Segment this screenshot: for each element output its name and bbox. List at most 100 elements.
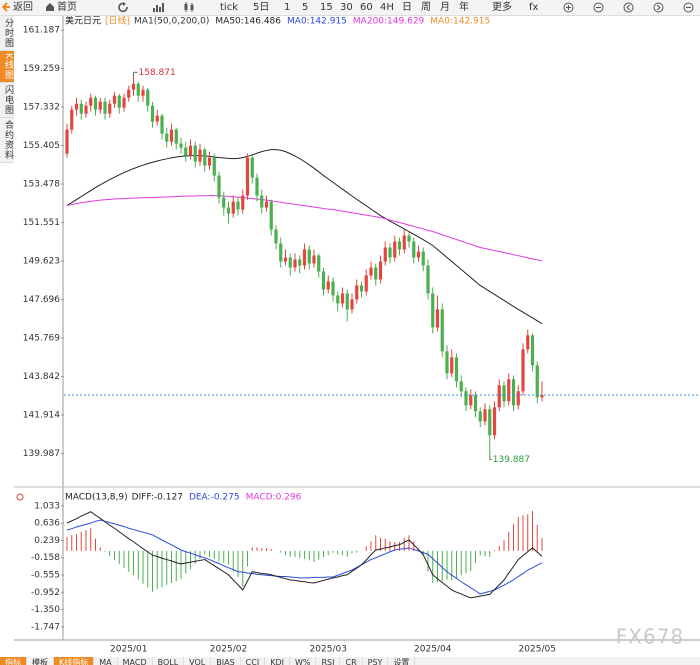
indicator-tab[interactable]: 设置 [388,657,416,665]
indicator-tab[interactable]: KDJ [265,657,290,665]
candle-body [279,243,283,262]
zoom-in-icon[interactable] [563,2,574,13]
indicator-tab[interactable]: MACD [118,657,153,665]
indicator-header: MACD:0.296 [246,493,302,503]
toolbar-button[interactable]: fx [529,2,539,13]
y-tick-label: -0.952 [31,588,60,598]
home-icon[interactable] [45,2,55,12]
bar-chart-icon[interactable] [153,2,165,13]
toolbar-button[interactable]: 30 [340,2,353,13]
y-tick-label: -0.555 [31,571,60,581]
candle-body [70,109,74,130]
candle-body [355,285,359,300]
toolbar-button[interactable]: tick [220,2,238,13]
toolbar-button[interactable]: 1 [284,2,291,13]
candle-body [93,97,98,110]
toolbar-button[interactable]: 周 [421,2,431,13]
diff-line [66,511,543,599]
candle-body [146,89,150,106]
toolbar-button[interactable]: 首页 [57,2,77,13]
indicator-tab[interactable]: RSI [316,657,341,665]
chart-period: [日线] [105,15,130,27]
candle-body [502,385,506,402]
y-tick-label: 139.987 [23,449,60,459]
candle-body [469,395,473,406]
candle-body [89,97,93,106]
candle-body [250,157,254,178]
toolbar-button[interactable]: 月 [440,2,450,13]
candle-body [302,249,307,266]
low-label: 139.887 [493,455,530,465]
toolbar-button[interactable]: 5日 [253,2,270,13]
sidebar-tab[interactable]: 分时图 [0,16,14,51]
candle-body [312,255,316,264]
candle-body [198,149,202,162]
x-tick-label: 2025/02 [210,645,247,655]
toolbar-button[interactable]: 日 [402,2,412,13]
back-icon[interactable] [2,2,11,12]
indicator-settings-icon[interactable] [16,493,24,501]
indicator-tab[interactable]: BOLL [153,657,185,665]
watermark: FX678 [616,625,684,649]
indicator-tab[interactable]: W% [290,657,317,665]
candle-body [421,251,425,266]
zoom-out-icon[interactable] [593,2,604,13]
candle-body [150,105,155,122]
candle-body [459,381,463,392]
toolbar-button[interactable]: 返回 [13,2,33,13]
candle-body [122,97,126,108]
candle-body [117,95,121,108]
toolbar-button[interactable]: 年 [459,2,469,13]
candle-body [383,247,387,262]
candle-body [416,251,421,258]
toolbar-button[interactable]: 5 [302,2,309,13]
indicator-tab[interactable]: CCI [241,657,266,665]
sidebar-tab[interactable]: 闪电图 [0,82,14,118]
candle-body [464,391,468,406]
candle-body [141,89,145,96]
candle-body [241,195,245,210]
indicator-tab[interactable]: K线指标 [54,657,95,665]
candle-body [274,229,278,244]
indicator-tab[interactable]: PSY [363,657,389,665]
indicator-tab[interactable]: 模板 [27,657,54,665]
sidebar-tab[interactable]: 合约资料 [0,117,14,163]
candle-body [364,275,368,292]
candle-body [359,285,364,292]
candle-body [521,349,525,392]
indicator-tab[interactable]: BIAS [211,657,241,665]
indicator-tab[interactable]: 指标 [0,657,27,665]
candle-body [207,157,212,166]
toolbar-button[interactable]: 15 [320,2,333,13]
candle-body [407,235,411,242]
refresh-icon[interactable] [118,2,129,13]
toolbar-button[interactable]: 4H [380,2,394,13]
candle-body [255,177,259,196]
move-left-icon[interactable] [623,2,634,13]
candle-body [236,201,240,210]
reset-icon[interactable] [683,2,694,13]
dea-line [66,519,543,595]
candle-body [293,259,297,268]
candle-body [336,295,340,304]
sidebar-tab[interactable]: K线图 [0,51,14,83]
candle-body [79,103,83,114]
move-right-icon[interactable] [653,2,664,13]
indicator-tab[interactable]: CR [340,657,363,665]
indicator-tab[interactable]: MA [94,657,118,665]
candle-body [184,147,188,156]
candle-body [222,197,226,208]
toolbar-button[interactable]: 更多 [492,2,512,13]
candle-body [331,281,335,296]
candle-body [526,335,530,350]
toolbar-button[interactable]: 60 [360,2,373,13]
y-tick-label: 143.842 [23,372,60,382]
candle-icon[interactable] [183,2,195,13]
candle-body [245,157,250,196]
candle-body [440,309,444,352]
candle-body [260,195,264,208]
indicator-tab[interactable]: VOL [184,657,212,665]
y-tick-label: 147.696 [23,295,60,305]
